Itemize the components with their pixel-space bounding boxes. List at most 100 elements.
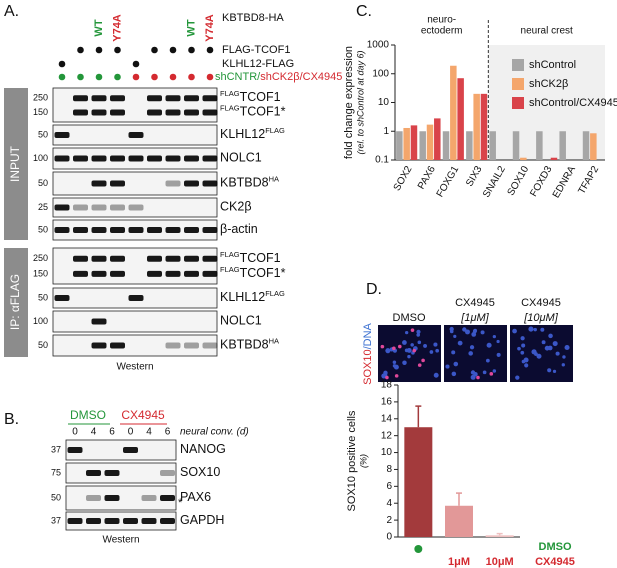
image-label: [1μM]: [460, 312, 489, 324]
region-label: neural crest: [521, 26, 573, 37]
nucleus: [540, 327, 545, 332]
bar: [480, 93, 488, 160]
label-name: GAPDH: [180, 513, 224, 527]
band: [165, 109, 181, 116]
label-part: shCK2β/CX4945: [260, 71, 342, 83]
image-label: DMSO: [393, 312, 426, 324]
nucleus: [536, 353, 542, 359]
sox10-cell: [476, 375, 480, 380]
bar: [520, 157, 527, 160]
y-axis-subtitle: (rel. to shControl at day 6): [355, 50, 365, 154]
blot-label: KBTBD8HA: [220, 336, 279, 351]
band: [202, 342, 218, 349]
band: [123, 518, 138, 524]
nucleus: [453, 334, 457, 338]
lane-label: 6: [165, 427, 171, 438]
nucleus: [548, 333, 553, 339]
band: [54, 227, 70, 233]
lane-dot: [151, 46, 158, 54]
band: [73, 255, 88, 262]
bar: [396, 131, 403, 160]
y-tick-label: 16: [381, 397, 393, 408]
nucleus: [482, 370, 487, 375]
lane-dot: [114, 46, 121, 54]
band: [128, 227, 144, 233]
band: [73, 204, 88, 211]
footer: Western: [102, 535, 139, 546]
lane-label: 6: [109, 427, 115, 438]
y-tick-label: 18: [381, 380, 393, 391]
band: [202, 155, 218, 162]
nucleus: [544, 345, 550, 351]
band: [73, 155, 88, 162]
y-tick-label: 0.1: [375, 155, 389, 166]
band: [104, 470, 120, 476]
lane-dot: [58, 73, 66, 81]
nucleus: [480, 330, 485, 335]
label-sup: FLAG: [220, 103, 240, 112]
label-name: KLHL12: [220, 290, 265, 304]
bar: [485, 535, 514, 537]
band: [165, 270, 181, 277]
band: [110, 180, 125, 187]
label-part: /DNA: [362, 322, 374, 349]
nucleus: [547, 368, 552, 373]
band: [147, 109, 162, 116]
bar: [445, 505, 473, 537]
panel-letter: A.: [4, 3, 19, 20]
nucleus: [492, 334, 496, 339]
side-label: IP: αFLAG: [8, 274, 22, 330]
band: [141, 495, 157, 501]
nucleus: [417, 340, 422, 345]
mw-marker: 37: [51, 515, 61, 525]
nucleus: [457, 340, 463, 346]
band: [202, 227, 218, 233]
nucleus: [555, 351, 560, 356]
blot-label: SOX10: [180, 465, 220, 479]
blot-label: FLAGTCOF1*: [220, 103, 286, 118]
lane-label: Y74A: [204, 14, 216, 42]
label-name: KLHL12: [220, 127, 265, 141]
nucleus: [520, 350, 525, 355]
lane-dot: [206, 73, 214, 81]
band: [165, 180, 181, 187]
row-label: shCNTR/shCK2β/CX4945: [215, 71, 342, 83]
nucleus: [533, 327, 537, 332]
image-label: CX4945: [521, 297, 561, 309]
nucleus: [564, 344, 570, 351]
band: [128, 204, 144, 211]
band: [160, 495, 175, 501]
lane-dot: [151, 73, 158, 81]
band: [54, 295, 70, 301]
band: [128, 132, 144, 138]
band: [67, 447, 83, 453]
label-part: SOX10: [362, 349, 374, 384]
band: [123, 447, 138, 453]
label-name: TCOF1: [240, 251, 281, 265]
band: [147, 95, 162, 102]
band: [184, 270, 199, 277]
blot-label: FLAGTCOF1*: [220, 265, 286, 280]
nucleus: [486, 342, 492, 348]
band: [91, 342, 107, 349]
label-name: NOLC1: [220, 151, 262, 165]
nucleus: [515, 375, 520, 380]
nucleus: [402, 340, 407, 345]
mw-marker: 50: [38, 129, 48, 139]
band: [110, 227, 125, 233]
nucleus: [405, 330, 409, 335]
y-tick-label: 4: [386, 498, 392, 509]
band: [110, 255, 125, 262]
sox10-cell: [398, 344, 402, 349]
band: [184, 342, 199, 349]
lane-dot: [58, 60, 66, 68]
mw-marker: 25: [38, 202, 48, 212]
panel-letter: D.: [366, 281, 382, 298]
bar: [489, 131, 496, 160]
band: [147, 270, 162, 277]
nucleus: [524, 363, 529, 368]
blot: [65, 511, 177, 531]
nucleus: [393, 364, 399, 370]
nucleus: [470, 374, 476, 380]
y-tick-label: 12: [381, 430, 393, 441]
